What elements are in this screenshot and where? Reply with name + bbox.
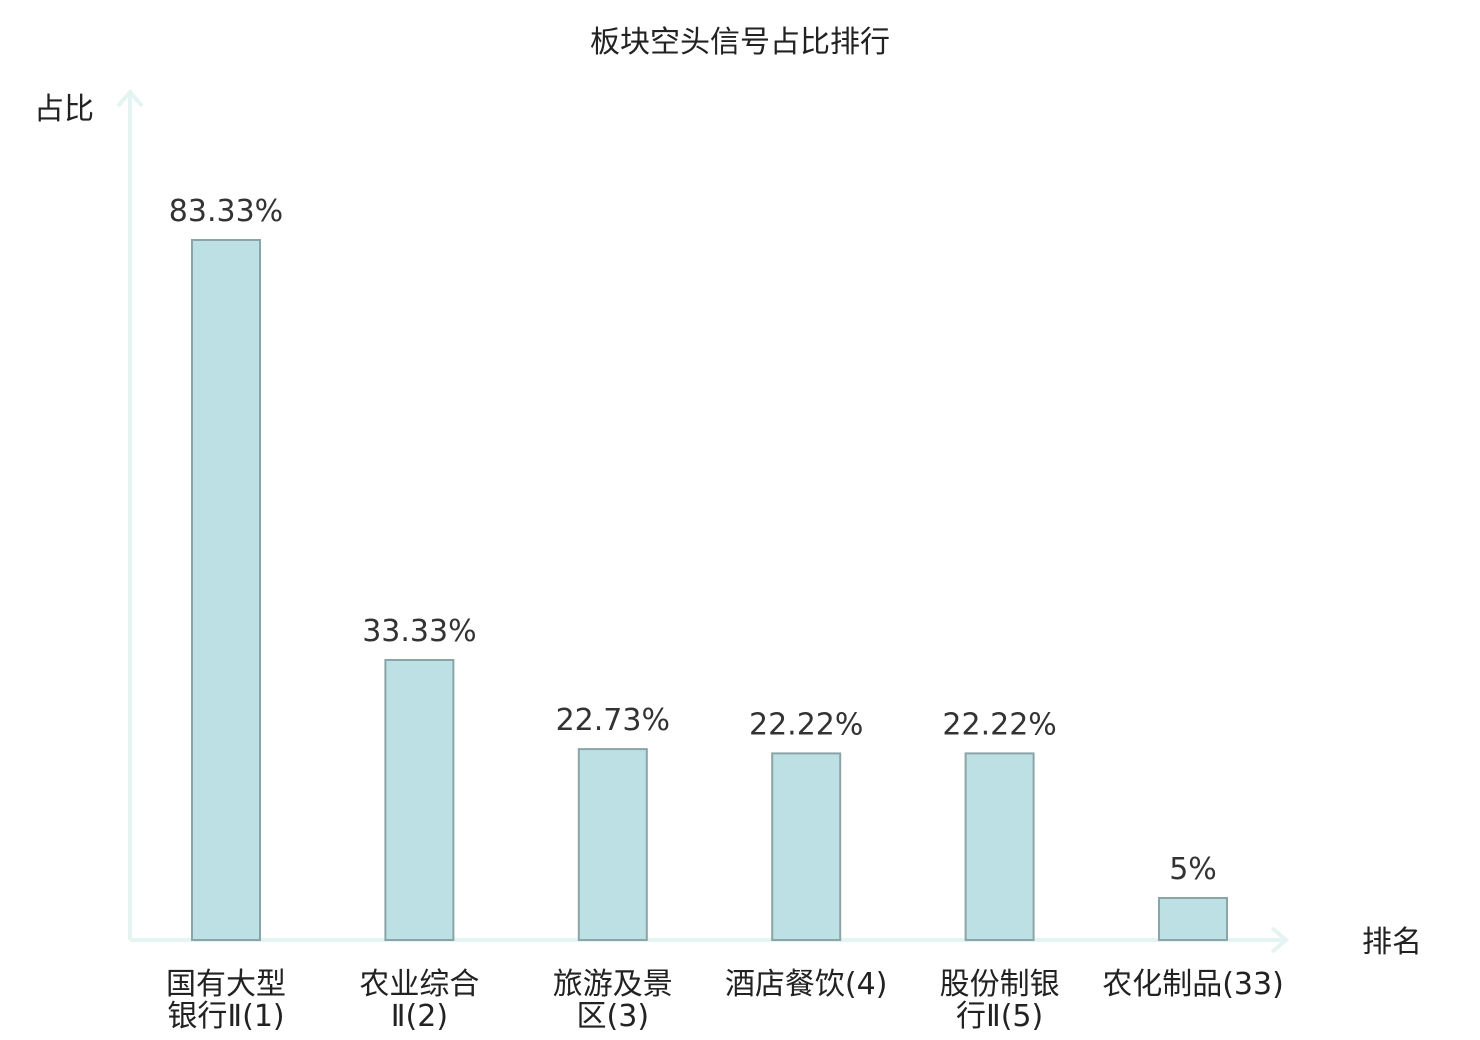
x-tick-label-2-line-1: 农业综合 <box>359 967 479 1002</box>
x-tick-label-1-line-1: 国有大型 <box>166 967 286 1002</box>
x-tick-label-3-line-1: 旅游及景 <box>553 967 673 1002</box>
x-tick-label-5-line-1: 股份制银 <box>940 967 1060 1002</box>
x-tick-label-4: 酒店餐饮(4) <box>725 967 888 1002</box>
y-axis-line <box>116 88 144 940</box>
x-tick-label-2-line-2: Ⅱ(2) <box>391 999 448 1034</box>
value-label-2: 33.33% <box>362 614 476 649</box>
chart-title: 板块空头信号占比排行 <box>590 25 890 60</box>
value-label-5: 22.22% <box>942 707 1056 742</box>
bars-layer <box>191 239 1228 942</box>
x-tick-label-3-line-2: 区(3) <box>577 999 650 1034</box>
x-axis-title: 排名 <box>1362 925 1422 960</box>
tick-labels-layer: 国有大型银行Ⅱ(1) 农业综合 Ⅱ(2) 旅游及景区(3) 酒店餐饮(4) 股份制银行Ⅱ(… <box>166 967 1284 1034</box>
x-tick-label-6-line-1: 农化制品(33) <box>1102 967 1284 1002</box>
x-tick-label-1: 国有大型银行Ⅱ(1) <box>166 967 286 1034</box>
x-tick-label-2: 农业综合 Ⅱ(2) <box>359 967 479 1034</box>
value-label-4: 22.22% <box>749 707 863 742</box>
value-label-6: 5% <box>1169 852 1217 887</box>
x-tick-label-6: 农化制品(33) <box>1102 967 1284 1002</box>
bar-2 <box>384 659 455 941</box>
bar-6 <box>1158 897 1228 941</box>
value-labels-layer: 83.33% 33.33% 22.73% 22.22% 22.22% 5% <box>169 194 1217 887</box>
y-axis-title: 占比 <box>34 92 94 127</box>
x-tick-label-3: 旅游及景区(3) <box>553 967 673 1034</box>
value-label-3: 22.73% <box>556 703 670 738</box>
bar-1 <box>191 239 261 941</box>
bar-4 <box>771 752 842 942</box>
x-tick-label-1-line-2: 银行Ⅱ(1) <box>167 999 284 1034</box>
x-tick-label-5-line-2: 行Ⅱ(5) <box>956 999 1043 1034</box>
bar-5 <box>964 752 1035 942</box>
x-tick-label-4-line-1: 酒店餐饮(4) <box>725 967 888 1002</box>
x-tick-label-5: 股份制银行Ⅱ(5) <box>940 967 1060 1034</box>
bar-3 <box>577 748 648 941</box>
x-axis-line <box>130 926 1290 954</box>
value-label-1: 83.33% <box>169 194 283 229</box>
